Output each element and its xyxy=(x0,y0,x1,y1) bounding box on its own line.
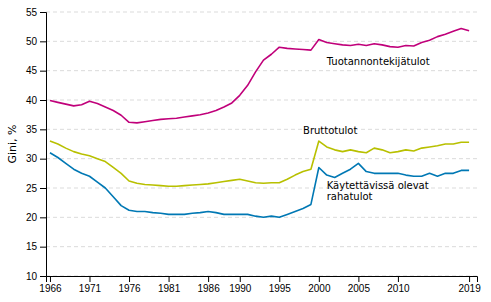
grid-line xyxy=(46,100,477,101)
annotation-line: Tuotannontekijätulot xyxy=(326,56,430,67)
tick-mark xyxy=(279,276,280,282)
grid xyxy=(46,12,477,276)
tick-mark xyxy=(208,276,209,282)
annotation: Käytettävissä olevatrahatulot xyxy=(327,180,429,203)
annotation-line: Käytettävissä olevat xyxy=(327,180,429,191)
tick-label: 55 xyxy=(26,7,38,18)
tick-label: 1966 xyxy=(39,283,62,294)
tick: 35 xyxy=(26,124,46,135)
y-axis: 10 15 20 25 30 35 40 45 50 55 xyxy=(26,7,47,282)
tick-mark xyxy=(398,276,399,282)
annotation: Bruttotulot xyxy=(303,125,357,136)
tick-label: 45 xyxy=(26,65,38,76)
tick-mark xyxy=(40,188,46,189)
tick: 55 xyxy=(26,7,46,18)
grid-line xyxy=(46,41,477,42)
tick-label: 1971 xyxy=(79,283,102,294)
tick-label: 2019 xyxy=(458,283,481,294)
annotation-line: Bruttotulot xyxy=(303,125,357,136)
tick-mark xyxy=(319,276,320,282)
tick-label: 20 xyxy=(26,212,38,223)
tick-mark xyxy=(40,100,46,101)
tick-mark xyxy=(169,276,170,282)
tick: 1990 xyxy=(229,276,252,294)
tick-label: 50 xyxy=(26,36,38,47)
x-axis: 1966 1971 1976 1981 1986 1990 1995 2000 2005 2010… xyxy=(39,276,481,294)
axis-line xyxy=(47,277,478,283)
tick-mark xyxy=(40,41,46,42)
tick: 10 xyxy=(26,271,46,282)
tick-mark xyxy=(240,276,241,282)
tick-label: 2000 xyxy=(308,283,331,294)
tick-label: 35 xyxy=(26,124,38,135)
grid-line xyxy=(46,70,477,71)
grid-line xyxy=(46,129,477,130)
series-group xyxy=(50,28,469,217)
grid-line xyxy=(46,12,477,13)
tick-mark xyxy=(40,71,46,72)
tick-mark xyxy=(40,247,46,248)
tick: 1966 xyxy=(39,276,62,294)
tick: 30 xyxy=(26,153,46,164)
tick: 1981 xyxy=(158,276,181,294)
chart: 1966197119761981198619901995200020052010… xyxy=(0,0,491,302)
tick-mark xyxy=(40,12,46,13)
tick-label: 40 xyxy=(26,95,38,106)
tick-label: 2005 xyxy=(348,283,371,294)
tick-mark xyxy=(89,276,90,282)
y-axis-title: Gini, % xyxy=(6,124,19,163)
tick: 20 xyxy=(26,212,46,223)
tick-label: 10 xyxy=(26,271,38,282)
annotation: Tuotannontekijätulot xyxy=(326,56,430,67)
tick-mark xyxy=(40,217,46,218)
annotation-line: rahatulot xyxy=(327,191,373,202)
grid-line xyxy=(46,246,477,247)
tick: 45 xyxy=(26,65,46,76)
tick-mark xyxy=(129,276,130,282)
tick: 50 xyxy=(26,36,46,47)
tick-label: 30 xyxy=(26,153,38,164)
tick: 2000 xyxy=(308,276,331,294)
tick-mark xyxy=(40,276,46,277)
tick-mark xyxy=(50,276,51,282)
tick: 1971 xyxy=(79,276,102,294)
tick-label: 1990 xyxy=(229,283,252,294)
annotations: Tuotannontekijätulot Bruttotulot Käytettäv… xyxy=(303,56,430,202)
series-line xyxy=(50,28,469,122)
tick: 1976 xyxy=(118,276,141,294)
tick: 40 xyxy=(26,95,46,106)
grid-line xyxy=(46,158,477,159)
tick: 2005 xyxy=(348,276,371,294)
tick: 1995 xyxy=(269,276,292,294)
tick: 15 xyxy=(26,241,46,252)
tick-label: 15 xyxy=(26,241,38,252)
tick-label: 1986 xyxy=(197,283,220,294)
tick-mark xyxy=(40,129,46,130)
plot-area: 1966197119761981198619901995200020052010… xyxy=(26,7,481,294)
axis-line xyxy=(40,13,47,277)
series-line xyxy=(50,153,469,218)
tick-mark xyxy=(358,276,359,282)
tick: 25 xyxy=(26,183,46,194)
tick: 1986 xyxy=(197,276,220,294)
tick: 2010 xyxy=(387,276,410,294)
tick-label: 2010 xyxy=(387,283,410,294)
tick-label: 25 xyxy=(26,183,38,194)
tick-label: 1995 xyxy=(269,283,292,294)
tick-label: 1981 xyxy=(158,283,181,294)
tick-mark xyxy=(469,276,470,282)
tick-label: 1976 xyxy=(118,283,141,294)
tick: 2019 xyxy=(458,276,481,294)
tick-mark xyxy=(40,159,46,160)
